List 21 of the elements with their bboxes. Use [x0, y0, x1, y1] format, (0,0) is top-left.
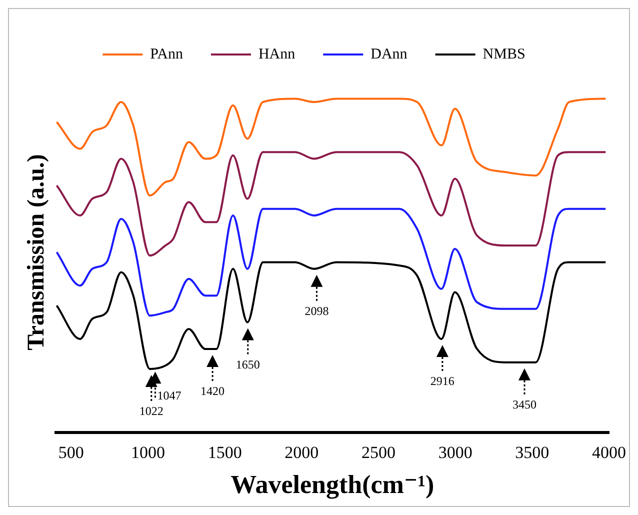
legend-label: NMBS [482, 46, 526, 62]
x-tick-label: 3000 [438, 443, 472, 462]
annotation: 1420 [200, 384, 225, 398]
x-axis-title: Wavelength(cm⁻¹) [230, 470, 434, 500]
annotation: 2098 [304, 304, 329, 318]
legend-label: DAnn [370, 46, 408, 62]
annotation: 1650 [236, 357, 260, 372]
x-tick-label: 500 [58, 443, 84, 462]
x-tick-label: 2500 [362, 443, 396, 462]
x-tick-label: 1000 [131, 443, 165, 462]
x-tick-label: 2000 [284, 443, 319, 462]
legend-label: HAnn [258, 46, 296, 62]
y-axis-title: Transmission (a.u.) [24, 154, 50, 350]
annotation: 3450 [512, 397, 536, 412]
x-tick-label: 3500 [515, 443, 550, 462]
annotation: 2916 [430, 374, 454, 388]
legend-label: PAnn [150, 46, 184, 62]
annotation: 1047 [157, 388, 182, 403]
x-tick-label: 4000 [592, 443, 626, 462]
x-tick-label: 1500 [208, 443, 242, 462]
annotation: 1022 [139, 404, 164, 418]
